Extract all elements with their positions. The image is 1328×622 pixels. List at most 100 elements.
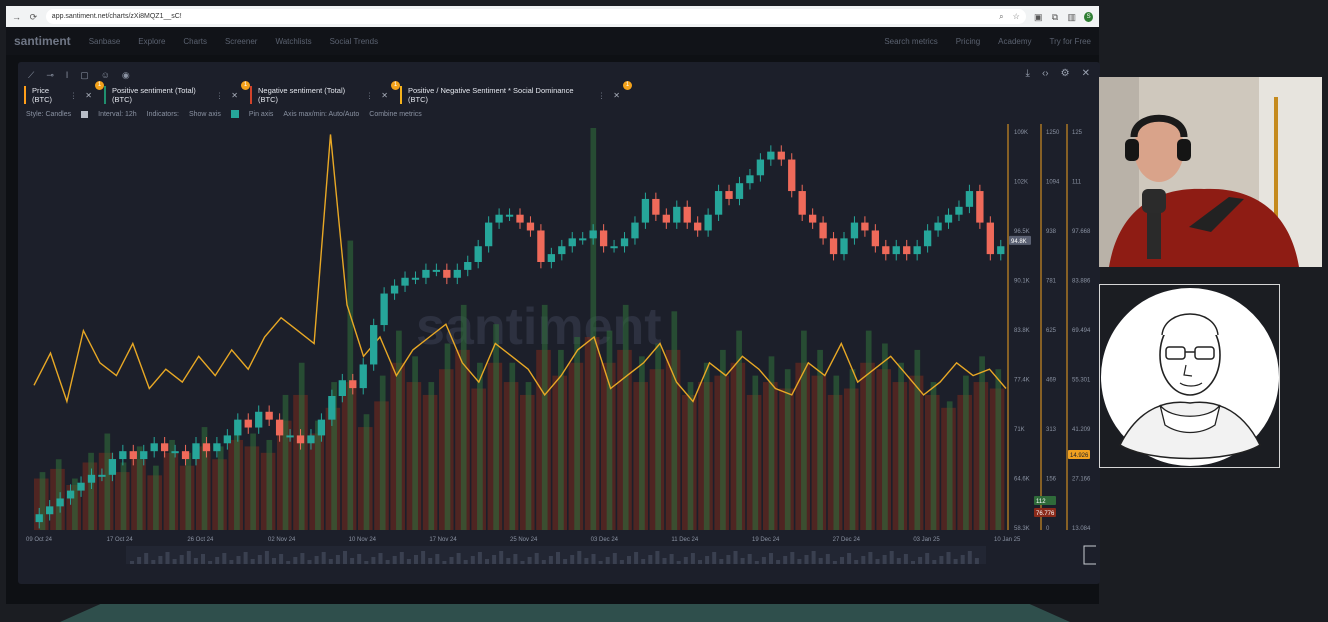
price-candle (181, 451, 190, 460)
sentiment-axis-tick: 1094 (1046, 180, 1060, 186)
puzzle-icon[interactable]: ⧉ (1051, 11, 1059, 22)
price-candle (108, 459, 117, 475)
site-logo[interactable]: santiment (14, 34, 71, 48)
download-icon[interactable]: ⤓ (1025, 68, 1030, 79)
positive-sentiment-bar (541, 304, 548, 530)
more-icon[interactable]: ⋮ (215, 90, 224, 100)
nav-item-charts[interactable]: Charts (183, 36, 207, 46)
style-select[interactable]: Style: Candles (26, 110, 72, 118)
show-axis-checkbox[interactable] (230, 110, 239, 118)
close-icon[interactable]: ✕ (613, 90, 620, 100)
indicators-select[interactable]: Indicators: (146, 110, 179, 118)
try-free-button[interactable]: Try for Free (1049, 36, 1091, 46)
price-candle (599, 230, 608, 247)
price-candle (714, 191, 723, 215)
navigator-bar (165, 552, 170, 564)
positive-sentiment-bar (55, 459, 62, 530)
avatar-illustration (1101, 288, 1279, 466)
more-icon[interactable]: ⋮ (597, 90, 606, 100)
price-candle (861, 222, 869, 231)
more-icon[interactable]: ⋮ (69, 90, 78, 100)
profile-avatar[interactable]: S (1084, 11, 1093, 22)
close-icon[interactable]: ✕ (1081, 68, 1090, 79)
positive-sentiment-bar (784, 369, 791, 530)
color-swatch[interactable] (81, 110, 89, 118)
axis-max-min-select[interactable]: Axis max/min: Auto/Auto (283, 110, 360, 118)
price-candle (464, 262, 472, 270)
navigator-bar (974, 558, 979, 564)
vertical-line-icon[interactable]: ǀ (65, 70, 69, 80)
comment-icon[interactable]: ▢ (80, 69, 89, 80)
extension-icon[interactable]: ▣ (1033, 11, 1043, 22)
interval-select[interactable]: Interval: 12h (98, 110, 137, 118)
nav-item-social-trends[interactable]: Social Trends (329, 36, 379, 46)
navigator-bar (712, 552, 717, 564)
combine-metrics-button[interactable]: Combine metrics (369, 110, 422, 118)
navigator-bar (911, 561, 915, 564)
dominance-axis-tick: 97.668 (1072, 229, 1091, 235)
close-icon[interactable]: ✕ (85, 90, 92, 100)
price-candle (192, 443, 200, 460)
navigator-bar (861, 556, 866, 564)
nav-item-watchlists[interactable]: Watchlists (275, 36, 312, 46)
forward-icon[interactable]: → (12, 11, 21, 22)
navigator-bar (243, 552, 248, 564)
navigator-bar (754, 561, 759, 564)
line-tool-icon[interactable]: ⟋ (28, 69, 35, 80)
sidepanel-icon[interactable]: ▥ (1067, 11, 1077, 22)
reload-icon[interactable]: ⟳ (29, 11, 38, 22)
nav-item-explore[interactable]: Explore (138, 36, 166, 46)
price-candle (160, 443, 169, 452)
price-candle (317, 419, 326, 436)
pin-axis-toggle[interactable]: Pin axis (248, 110, 274, 118)
more-icon[interactable]: ⋮ (365, 90, 374, 100)
browser-window: → ⟳ app.santiment.net/charts/zXi8MQZ1__s… (6, 6, 1103, 604)
price-candle (850, 222, 859, 239)
navigator-bar (918, 557, 923, 564)
navigator-bar (137, 557, 142, 564)
price-candle (673, 206, 681, 223)
price-candle (140, 451, 148, 460)
eye-icon[interactable]: ◉ (121, 69, 130, 80)
price-candle (401, 277, 409, 286)
navigator-bar (868, 552, 873, 564)
chart-area[interactable]: santiment 109K 102K 96.5K 90.1K 83.8K 77.4K 71K… (26, 124, 1103, 584)
address-bar[interactable]: app.santiment.net/charts/zXi8MQZ1__sC! ⌕… (45, 9, 1026, 24)
tab-negative-sentiment[interactable]: Negative sentiment (Total) (BTC) ⋮ ✕ 1 (250, 81, 400, 104)
price-candle (746, 175, 754, 184)
chart-svg[interactable]: santiment 109K 102K 96.5K 90.1K 83.8K 77.4K 71K… (26, 124, 1103, 584)
tab-price[interactable]: Price (BTC) ⋮ ✕ 1 (24, 81, 104, 104)
navigator-bar (747, 554, 752, 564)
nav-item-pricing[interactable]: Pricing (955, 36, 981, 46)
tab-sentiment-dominance[interactable]: Positive / Negative Sentiment * Social D… (400, 81, 632, 104)
zoom-icon[interactable]: ⌕ (999, 11, 1004, 21)
price-candle (474, 246, 482, 262)
price-candle (66, 490, 75, 499)
price-candle (328, 396, 336, 420)
bookmark-star-icon[interactable]: ☆ (1012, 11, 1020, 21)
navigator-bar (541, 560, 546, 564)
navigator-bar (272, 558, 276, 564)
close-icon[interactable]: ✕ (231, 90, 238, 100)
navigator-bar (300, 553, 305, 564)
price-candle (46, 506, 54, 515)
positive-sentiment-bar (120, 462, 127, 530)
price-candle (788, 159, 796, 192)
nav-item-sanbase[interactable]: Sanbase (88, 36, 121, 46)
x-axis-tick: 17 Oct 24 (107, 537, 134, 543)
settings-icon[interactable]: ⚙ (1060, 68, 1070, 79)
positive-sentiment-bar (574, 337, 580, 530)
close-icon[interactable]: ✕ (381, 90, 388, 100)
x-axis-tick: 19 Dec 24 (752, 537, 780, 543)
navigator-bar (250, 559, 255, 564)
price-axis-tick: 90.1K (1014, 279, 1030, 285)
navigator-bar (328, 559, 333, 564)
tab-positive-sentiment[interactable]: Positive sentiment (Total) (BTC) ⋮ ✕ 1 (104, 81, 250, 104)
nav-item-academy[interactable]: Academy (998, 36, 1032, 46)
embed-code-icon[interactable]: ‹› (1041, 68, 1049, 79)
search-metrics-input[interactable]: Search metrics (884, 36, 938, 46)
nav-item-screener[interactable]: Screener (224, 36, 258, 46)
horizontal-line-icon[interactable]: ⊸ (46, 69, 54, 80)
emoji-icon[interactable]: ☺ (100, 70, 110, 80)
price-candle (296, 435, 305, 444)
